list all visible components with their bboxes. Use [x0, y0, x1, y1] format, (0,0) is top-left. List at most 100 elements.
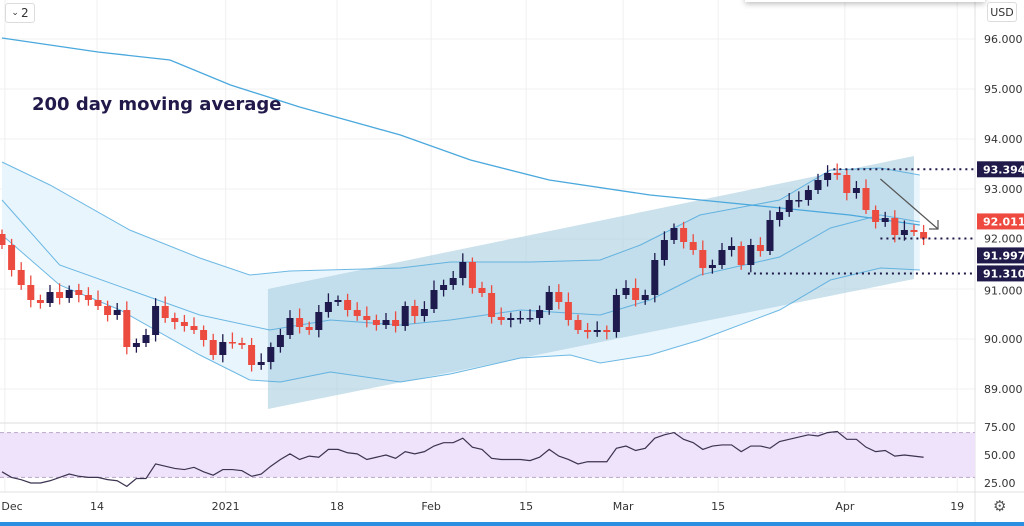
price-label-bg [977, 213, 1024, 230]
candle-body [545, 292, 553, 310]
candle-body [315, 312, 323, 330]
candle-body [536, 310, 544, 318]
candle-body [718, 250, 726, 265]
candle-body [612, 295, 620, 332]
y-tick-label: 93.000 [984, 183, 1023, 196]
candle-body [75, 290, 83, 295]
candle-body [622, 288, 630, 295]
currency-button[interactable]: USD [987, 2, 1017, 22]
legend-toggle-button[interactable]: ⌄ 2 [5, 3, 35, 23]
candle-body [488, 293, 496, 317]
candle-body [814, 180, 822, 190]
candle-body [209, 340, 217, 355]
candle-body [334, 300, 342, 302]
candle-body [344, 300, 352, 310]
candle-body [574, 320, 582, 330]
y-tick-label: 95.000 [984, 83, 1023, 96]
candle-body [555, 292, 563, 302]
price-label: 91.310 [983, 267, 1024, 280]
y-tick-label: 91.000 [984, 284, 1023, 297]
candle-body [353, 310, 361, 316]
y-tick-label: 96.000 [984, 33, 1023, 46]
candle-body [795, 200, 803, 202]
candle-body [440, 285, 448, 290]
candle-body [152, 306, 160, 335]
candle-body [910, 230, 918, 232]
bottom-bar [0, 522, 1024, 526]
candle-body [776, 212, 784, 220]
candle-body [267, 347, 275, 362]
candle-body [56, 292, 64, 298]
price-label: 92.011 [983, 215, 1024, 228]
ma200-line [1, 37, 920, 226]
candle-body [900, 230, 908, 235]
candle-body [680, 228, 688, 242]
candle-body [420, 309, 428, 316]
x-tick-label: Dec [1, 500, 22, 513]
bb-upper-line [1, 161, 920, 276]
candle-body [872, 210, 880, 222]
candle-body [190, 326, 198, 330]
candle-body [478, 288, 486, 293]
legend-count: 2 [20, 6, 29, 20]
candle-body [238, 343, 246, 345]
candle-body [401, 306, 409, 326]
candle-body [670, 228, 678, 240]
candle-body [200, 330, 208, 340]
main-pane[interactable] [0, 37, 928, 409]
candle-body [27, 285, 35, 300]
y-tick-label: 89.000 [984, 383, 1023, 396]
candle-body [180, 322, 188, 326]
candle-body [689, 242, 697, 250]
x-tick-label: 15 [711, 500, 725, 513]
price-label-bg [977, 161, 1024, 178]
price-label: 93.394 [983, 163, 1024, 176]
candle-body [891, 218, 899, 235]
x-tick-label: Apr [835, 500, 855, 513]
trend-channel [267, 156, 914, 409]
x-tick-label: 14 [90, 500, 104, 513]
x-tick-label: 18 [330, 500, 344, 513]
gear-icon[interactable]: ⚙ [993, 497, 1007, 515]
candle-body [411, 306, 419, 316]
candle-body [392, 320, 400, 326]
candle-body [132, 343, 140, 347]
candle-body [862, 188, 870, 210]
candle-body [708, 265, 716, 268]
candle-body [324, 302, 332, 312]
candle-body [248, 345, 256, 365]
candle-body [756, 245, 764, 251]
arrow-line [880, 178, 939, 230]
candle-body [526, 318, 534, 320]
candle-body [276, 335, 284, 347]
candle-body [65, 290, 73, 298]
y-tick-label: 94.000 [984, 133, 1023, 146]
candle-body [0, 234, 6, 245]
candle-body [161, 306, 169, 318]
y-tick-label: 92.000 [984, 232, 1023, 245]
candle-body [84, 295, 92, 300]
candle-body [785, 200, 793, 212]
candle-body [516, 318, 524, 320]
candle-body [46, 292, 54, 303]
candle-body [305, 327, 313, 330]
candle-body [920, 232, 928, 239]
candle-body [651, 260, 659, 295]
candle-body [36, 300, 44, 303]
candle-body [747, 245, 755, 265]
candle-body [603, 330, 611, 332]
x-tick-label: 19 [950, 500, 964, 513]
price-label: 91.997 [983, 249, 1024, 262]
y-tick-label: 90.000 [984, 333, 1023, 346]
candle-body [737, 246, 745, 265]
candle-body [593, 330, 601, 332]
candle-body [142, 335, 150, 343]
candle-body [123, 310, 131, 347]
rsi-tick-label: 25.00 [984, 477, 1016, 490]
candle-body [171, 318, 179, 322]
rsi-tick-label: 75.00 [984, 421, 1016, 434]
arrow-head-icon [929, 220, 939, 230]
x-tick-label: 15 [519, 500, 533, 513]
candle-body [699, 250, 707, 268]
